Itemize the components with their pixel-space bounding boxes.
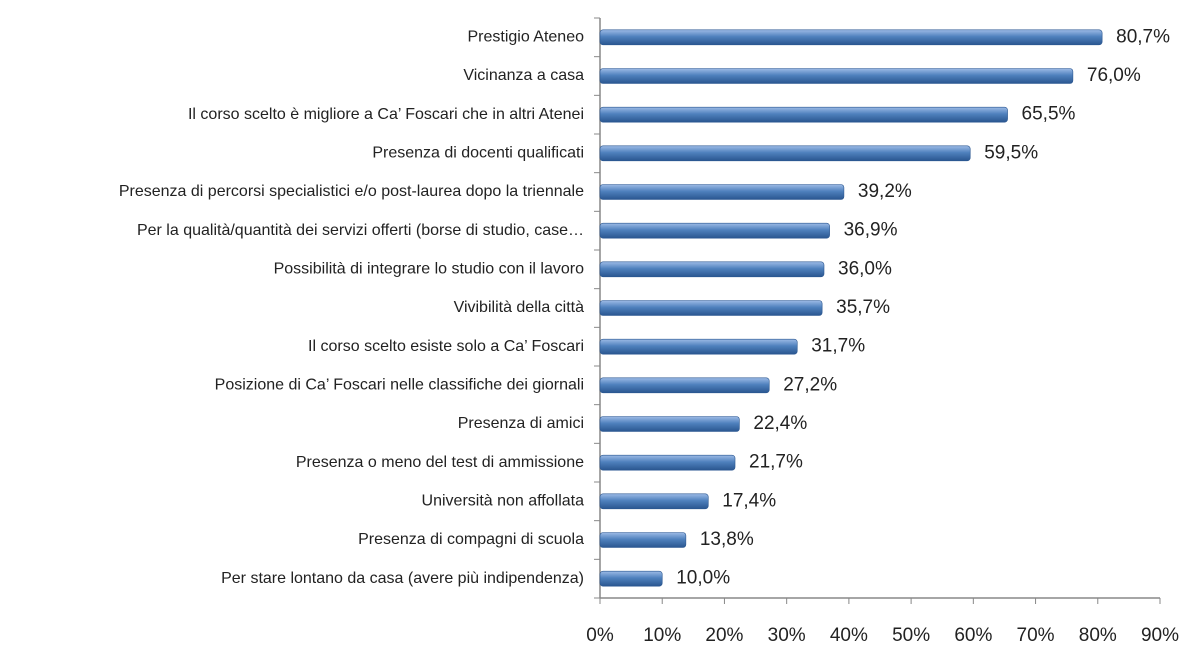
bar bbox=[599, 532, 687, 548]
bar bbox=[599, 184, 845, 200]
value-label: 65,5% bbox=[1022, 104, 1076, 125]
value-label: 36,9% bbox=[844, 220, 898, 241]
value-label: 35,7% bbox=[836, 297, 890, 318]
category-label: Per stare lontano da casa (avere più ind… bbox=[221, 570, 584, 587]
category-label: Presenza di percorsi specialistici e/o p… bbox=[119, 183, 584, 200]
category-label: Il corso scelto esiste solo a Ca’ Foscar… bbox=[308, 338, 584, 355]
x-tick-label: 30% bbox=[768, 625, 806, 646]
bar bbox=[599, 570, 663, 587]
category-label: Prestigio Ateneo bbox=[467, 29, 584, 46]
category-label: Possibilità di integrare lo studio con i… bbox=[274, 261, 584, 278]
category-label: Vicinanza a casa bbox=[463, 67, 584, 84]
category-label: Università non affollata bbox=[422, 493, 585, 510]
x-tick-label: 20% bbox=[705, 625, 743, 646]
x-tick-label: 50% bbox=[892, 625, 930, 646]
value-label: 21,7% bbox=[749, 452, 803, 473]
category-label: Presenza di docenti qualificati bbox=[372, 145, 584, 162]
x-tick-label: 0% bbox=[586, 625, 614, 646]
category-label: Il corso scelto è migliore a Ca’ Foscari… bbox=[188, 106, 584, 123]
value-label: 17,4% bbox=[722, 490, 776, 511]
value-label: 31,7% bbox=[811, 336, 865, 357]
value-label: 13,8% bbox=[700, 529, 754, 550]
category-label: Posizione di Ca’ Foscari nelle classific… bbox=[215, 377, 584, 394]
x-tick-label: 70% bbox=[1017, 625, 1055, 646]
bar bbox=[599, 68, 1074, 84]
bar bbox=[599, 29, 1103, 46]
value-label: 22,4% bbox=[753, 413, 807, 434]
bar bbox=[599, 222, 830, 239]
x-tick-label: 80% bbox=[1079, 625, 1117, 646]
bar bbox=[599, 300, 823, 316]
value-label: 10,0% bbox=[676, 568, 730, 589]
x-tick-label: 90% bbox=[1141, 625, 1179, 646]
bar bbox=[599, 493, 709, 510]
bar bbox=[599, 145, 971, 162]
x-tick-label: 40% bbox=[830, 625, 868, 646]
value-label: 76,0% bbox=[1087, 65, 1141, 86]
bar bbox=[599, 454, 736, 471]
category-label: Presenza o meno del test di ammissione bbox=[296, 454, 584, 471]
value-label: 36,0% bbox=[838, 258, 892, 279]
category-label: Per la qualità/quantità dei servizi offe… bbox=[137, 222, 584, 239]
value-label: 39,2% bbox=[858, 181, 912, 202]
bar bbox=[599, 261, 825, 278]
bar bbox=[599, 338, 798, 355]
value-label: 27,2% bbox=[783, 374, 837, 395]
category-label: Vivibilità della città bbox=[454, 299, 585, 316]
bar bbox=[599, 416, 740, 432]
category-label: Presenza di amici bbox=[458, 415, 584, 432]
bar bbox=[599, 377, 770, 394]
bar bbox=[599, 106, 1008, 123]
x-tick-label: 60% bbox=[954, 625, 992, 646]
value-label: 59,5% bbox=[984, 142, 1038, 163]
category-label: Presenza di compagni di scuola bbox=[358, 531, 584, 548]
value-label: 80,7% bbox=[1116, 26, 1170, 47]
x-tick-label: 10% bbox=[643, 625, 681, 646]
